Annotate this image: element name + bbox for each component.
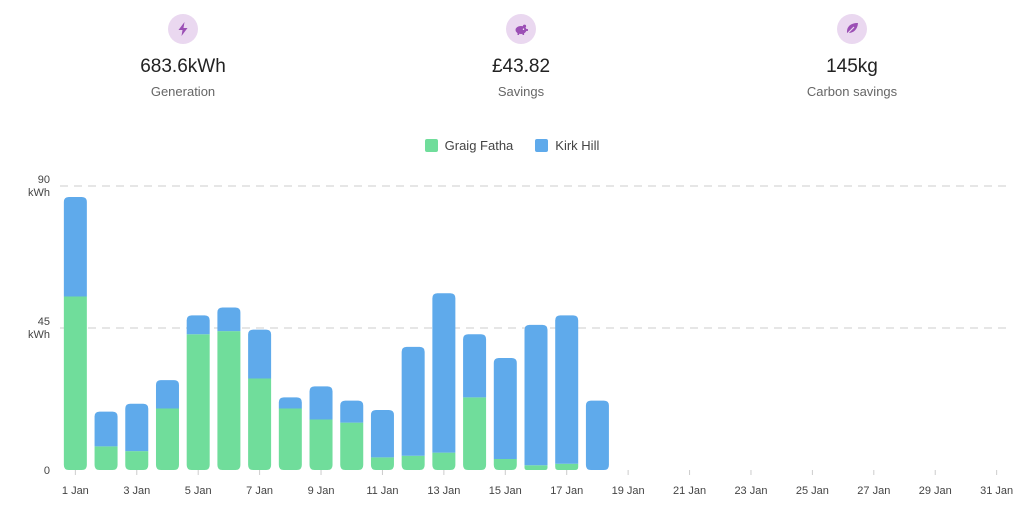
x-tick-label: 7 Jan — [246, 485, 273, 497]
legend-item-kirk-hill[interactable]: Kirk Hill — [535, 138, 599, 153]
x-tick-label: 25 Jan — [796, 485, 829, 497]
bar-graig-fatha — [278, 408, 302, 470]
bar-graig-fatha — [463, 397, 487, 470]
bar-graig-fatha — [63, 296, 87, 470]
bar-kirk-hill — [125, 403, 149, 452]
x-tick-label: 27 Jan — [857, 485, 890, 497]
piggy-bank-icon — [506, 14, 536, 44]
stat-label: Carbon savings — [806, 84, 898, 99]
y-tick-label: 90 — [38, 174, 50, 186]
bar-kirk-hill — [186, 315, 210, 335]
bar-kirk-hill — [432, 293, 456, 453]
bar-graig-fatha — [186, 334, 210, 470]
chart-legend: Graig Fatha Kirk Hill — [0, 138, 1024, 153]
x-tick-label: 19 Jan — [612, 485, 645, 497]
bar-kirk-hill — [585, 400, 609, 470]
stat-label: Generation — [150, 84, 216, 99]
bar-graig-fatha — [125, 451, 149, 470]
legend-item-graig-fatha[interactable]: Graig Fatha — [424, 138, 514, 153]
legend-swatch — [424, 139, 438, 152]
y-tick-unit: kWh — [28, 187, 50, 199]
x-tick-label: 13 Jan — [427, 485, 460, 497]
stats-row: 683.6kWh Generation £43.82 Savings 145kg… — [0, 0, 1024, 110]
bar-kirk-hill — [401, 346, 425, 456]
x-tick-label: 17 Jan — [550, 485, 583, 497]
bar-kirk-hill — [340, 400, 364, 423]
stat-value: 145kg — [826, 56, 878, 77]
x-tick-label: 1 Jan — [62, 485, 89, 497]
x-tick-label: 15 Jan — [489, 485, 522, 497]
bar-graig-fatha — [370, 457, 394, 470]
bar-kirk-hill — [278, 397, 302, 409]
bar-kirk-hill — [370, 410, 394, 458]
bar-kirk-hill — [524, 324, 548, 466]
bar-kirk-hill — [155, 380, 179, 409]
x-tick-label: 29 Jan — [919, 485, 952, 497]
bar-graig-fatha — [493, 458, 517, 470]
y-tick-label: 45 — [38, 316, 50, 328]
legend-swatch — [535, 139, 549, 152]
bar-kirk-hill — [463, 334, 487, 398]
stat-carbon-savings: 145kg Carbon savings — [732, 14, 972, 99]
x-tick-label: 3 Jan — [123, 485, 150, 497]
bar-graig-fatha — [432, 452, 456, 470]
stat-label: Savings — [497, 84, 545, 99]
x-tick-label: 11 Jan — [366, 485, 398, 497]
bar-kirk-hill — [493, 357, 517, 459]
bar-kirk-hill — [217, 307, 241, 332]
bar-kirk-hill — [555, 315, 579, 464]
x-tick-label: 9 Jan — [308, 485, 335, 497]
x-tick-label: 5 Jan — [185, 485, 212, 497]
bar-graig-fatha — [155, 408, 179, 470]
lightning-bolt-icon — [168, 14, 198, 44]
bar-graig-fatha — [217, 331, 241, 470]
legend-label: Kirk Hill — [555, 138, 600, 153]
bar-graig-fatha — [248, 378, 272, 470]
stat-value: £43.82 — [491, 56, 551, 77]
bar-graig-fatha — [340, 422, 364, 470]
bar-kirk-hill — [248, 329, 272, 379]
leaf-icon — [837, 14, 867, 44]
stat-value: 683.6kWh — [140, 56, 226, 77]
bar-kirk-hill — [309, 386, 333, 420]
bar-kirk-hill — [63, 197, 87, 297]
bar-graig-fatha — [94, 446, 118, 470]
y-tick-unit: kWh — [28, 329, 50, 341]
bar-kirk-hill — [94, 411, 118, 447]
bar-graig-fatha — [309, 419, 333, 470]
x-tick-label: 31 Jan — [980, 485, 1013, 497]
bar-graig-fatha — [555, 463, 579, 470]
legend-label: Graig Fatha — [444, 138, 514, 153]
stat-savings: £43.82 Savings — [401, 14, 641, 99]
bar-graig-fatha — [401, 455, 425, 470]
x-tick-label: 23 Jan — [734, 485, 767, 497]
bar-graig-fatha — [524, 465, 548, 470]
y-tick-label: 0 — [44, 465, 50, 477]
x-tick-label: 21 Jan — [673, 485, 706, 497]
stat-generation: 683.6kWh Generation — [63, 14, 303, 99]
